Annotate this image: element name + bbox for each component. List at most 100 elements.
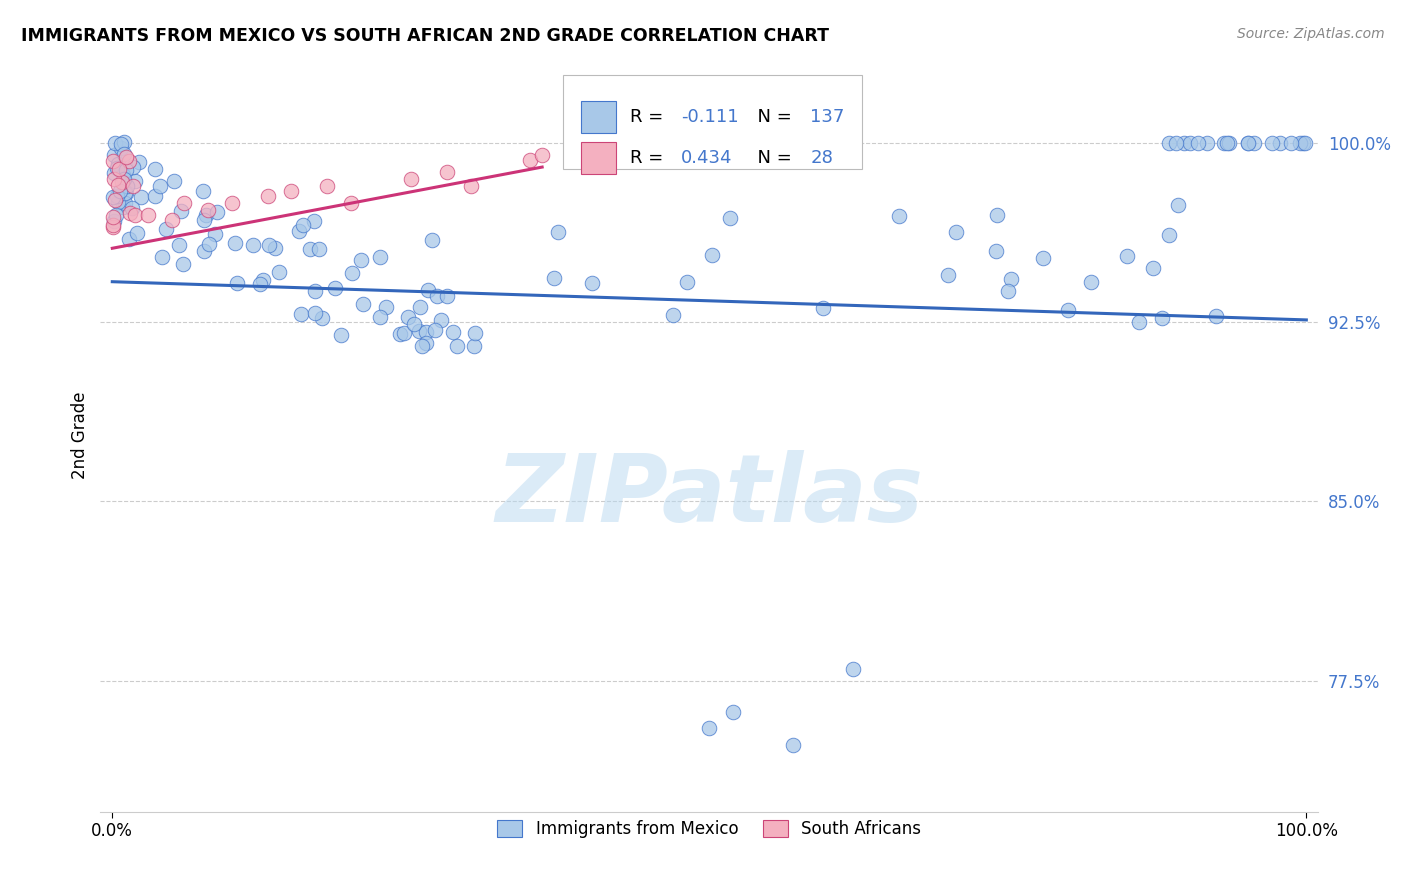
Point [163,174,186,188]
Point [308,242,330,256]
FancyBboxPatch shape [564,75,862,169]
Point [340,195,363,210]
Point [114,186,136,200]
Point [1216,136,1239,151]
Point [121,160,143,174]
Point [121,201,143,215]
Point [112,135,135,149]
Point [110,185,132,199]
Point [1157,227,1180,242]
Point [392,326,415,340]
Text: -0.111: -0.111 [682,108,740,126]
Point [547,225,569,239]
Point [103,210,125,224]
Point [374,301,396,315]
Point [252,272,274,286]
Point [304,284,326,298]
Point [1279,136,1302,151]
Point [436,165,458,179]
Point [105,189,128,203]
Point [112,168,135,182]
Point [945,225,967,239]
Point [103,153,125,168]
Text: R =: R = [630,149,669,167]
Point [155,222,177,236]
Point [718,211,741,225]
Point [127,227,149,241]
Point [782,738,804,752]
Point [368,310,391,324]
Point [531,148,554,162]
Point [416,283,439,297]
Point [204,227,226,241]
Point [103,172,125,186]
Point [302,214,325,228]
Point [463,339,485,353]
Point [1212,136,1234,151]
Point [1142,260,1164,275]
FancyBboxPatch shape [582,143,616,174]
Point [111,175,134,189]
Point [280,184,302,198]
Point [423,323,446,337]
Point [409,300,432,314]
Point [290,307,312,321]
Point [152,250,174,264]
Point [1237,136,1260,151]
Point [160,212,183,227]
Point [114,163,136,178]
Point [420,233,443,247]
Point [662,309,685,323]
Point [194,208,217,222]
Point [115,186,138,201]
Point [352,297,374,311]
Point [1270,136,1292,151]
Point [411,339,433,353]
Point [1032,251,1054,265]
Point [1116,249,1139,263]
Point [811,301,834,316]
Point [131,190,153,204]
Point [430,313,453,327]
Point [889,209,911,223]
Point [1237,136,1260,151]
Text: ZIPatlas: ZIPatlas [495,450,924,542]
Point [191,184,214,198]
Point [1000,272,1022,286]
Point [224,236,246,251]
Point [311,310,333,325]
Text: R =: R = [630,108,669,126]
Point [323,281,346,295]
Text: 28: 28 [810,149,834,167]
Point [436,289,458,303]
Point [143,189,166,203]
Point [120,206,142,220]
Point [124,208,146,222]
Point [104,136,127,150]
Point [104,193,127,207]
Point [108,162,131,177]
Point [330,327,353,342]
Point [103,190,125,204]
Point [446,339,468,353]
Point [111,200,134,214]
Point [702,248,724,262]
Point [1056,303,1078,318]
Point [264,241,287,255]
Point [122,179,145,194]
FancyBboxPatch shape [582,101,616,133]
Point [1128,315,1150,329]
Point [464,326,486,341]
Point [581,276,603,290]
Point [197,202,219,217]
Text: 0.434: 0.434 [682,149,733,167]
Point [112,146,135,161]
Point [697,721,720,735]
Point [426,289,449,303]
Point [1178,136,1201,151]
Point [292,218,315,232]
Point [149,179,172,194]
Point [316,179,339,194]
Point [1205,309,1227,323]
Point [115,179,138,194]
